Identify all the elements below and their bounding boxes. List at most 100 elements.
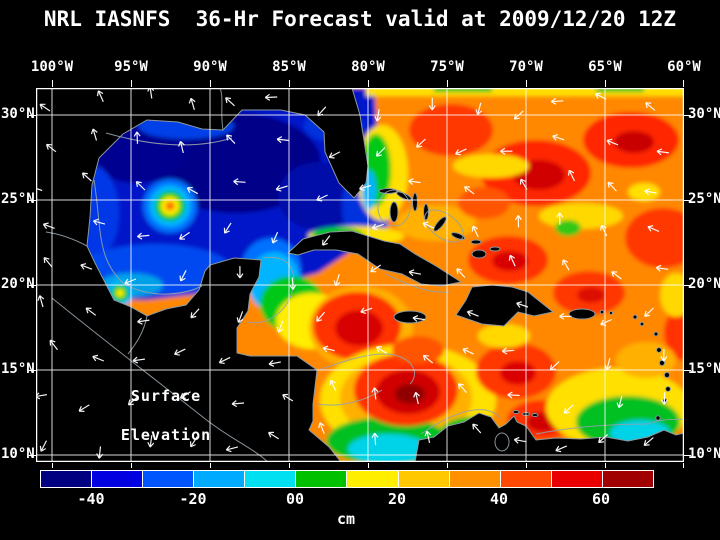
axis-tick [29,285,36,286]
page-title: NRL IASNFS 36-Hr Forecast valid at 2009/… [43,7,677,31]
axis-tick [684,455,691,456]
ssh-high-blob [409,104,493,156]
axis-tick [52,80,53,87]
wind-arrow [190,436,198,448]
wind-arrow [133,131,141,144]
axis-tick [29,115,36,116]
field-annotation: Surface Elevation [104,387,228,444]
ssh-blob [628,183,660,201]
wind-arrow [645,102,656,111]
ssh-blob [458,187,510,219]
ssh-high-blob [500,361,536,385]
wind-arrow [226,134,236,145]
axis-tick [684,115,691,116]
colorbar-segment [142,471,194,487]
wind-arrow [457,383,468,394]
lat-label: 30°N [688,106,720,122]
ssh-high-blob [335,310,383,346]
wind-arrow [96,446,104,459]
wind-arrow [132,356,145,364]
lat-label: 10°N [1,446,35,462]
wind-vectors [36,88,669,459]
colorbar-unit: cm [336,510,356,528]
lon-label: 100°W [30,59,74,75]
wind-arrow [233,178,246,186]
colorbar-segment [499,471,551,487]
ssh-blob [396,205,476,241]
wind-arrow [552,134,565,141]
ssh-blob [116,289,124,297]
axis-tick [447,80,448,87]
colorbar-tick-label: 60 [591,490,611,508]
wind-arrow [90,128,98,141]
land-north-central-america [36,88,369,462]
wind-arrow [370,264,382,273]
wind-arrow [137,317,150,325]
lat-label: 30°N [1,106,35,122]
colorbar-segment [193,471,245,487]
ssh-blob [478,324,530,348]
axis-tick [605,80,606,87]
wind-arrow [606,138,619,146]
lon-label: 65°W [588,59,622,75]
wind-arrow [236,266,244,279]
wind-arrow [611,271,622,280]
ssh-blob [366,88,684,96]
land-jamaica [393,310,427,324]
wind-arrow [464,186,475,195]
wind-arrow [516,301,529,308]
axis-tick [29,200,36,201]
map: Surface Elevation [36,88,684,462]
annotation-line2: Elevation [120,426,212,444]
lat-label: 20°N [688,276,720,292]
colorbar-tick-label: -40 [77,490,105,508]
wind-arrow [563,404,574,414]
axis-tick [131,80,132,87]
colorbar-segment [346,471,398,487]
land-masses [36,88,684,462]
wind-arrow [289,277,297,290]
wind-arrow [147,435,155,448]
forecast-map-svg [36,88,684,462]
ssh-high-blob [492,251,528,271]
lat-label: 15°N [1,361,35,377]
wind-arrow [408,269,422,277]
wind-arrow [455,148,467,156]
wind-arrow [37,295,45,308]
wind-arrow [188,97,196,110]
lon-label: 70°W [509,59,543,75]
lat-label: 15°N [688,361,720,377]
wind-arrow [225,445,239,453]
colorbar-segment [41,471,92,487]
axis-tick [605,463,606,468]
annotation-line1: Surface [130,387,202,405]
colorbar-segment [601,471,653,487]
wind-arrow [371,387,379,400]
wind-arrow [475,102,483,115]
wind-arrow [316,311,326,322]
land-cuba [286,230,463,287]
wind-arrow [179,391,191,399]
colorbar-segments [40,470,654,488]
wind-arrow [135,181,146,191]
loop-current-eddy [167,203,173,209]
land-puerto-rico [568,308,596,320]
wind-arrow [78,404,90,412]
wind-arrow [49,339,58,351]
wind-arrow [39,440,48,452]
wind-arrow [318,422,325,435]
wind-arrow [598,434,608,444]
wind-arrow [124,278,137,286]
wind-arrow [231,400,245,408]
wind-arrow [317,106,327,117]
wind-arrow [567,169,576,182]
wind-arrow [500,147,513,155]
wind-arrow [333,274,341,287]
wind-arrow [375,147,386,157]
ssh-high-blob [614,131,654,153]
wind-arrow [374,109,382,122]
wind-arrow [416,138,426,148]
wind-arrow [39,103,51,112]
wind-arrow [275,184,288,192]
colorbar-segment [244,471,296,487]
